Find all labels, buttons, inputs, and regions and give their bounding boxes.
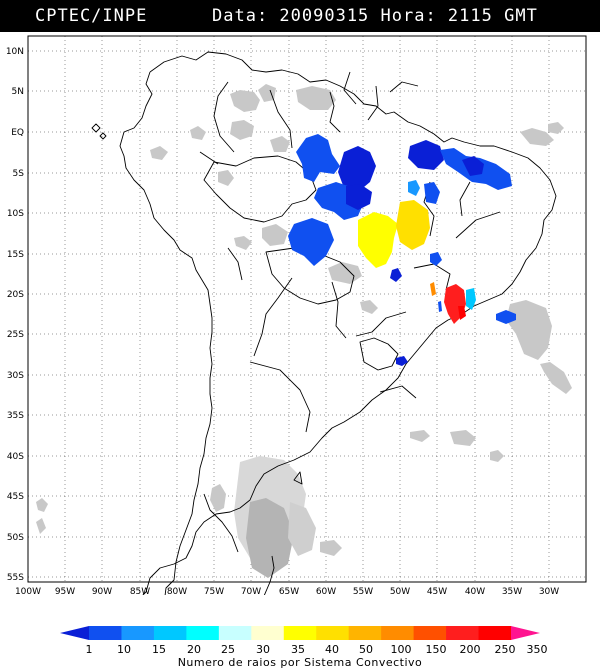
- lon-label: 50W: [390, 587, 410, 595]
- longitude-labels: 100W 95W 90W 85W 80W 75W 70W 65W 60W 55W…: [15, 587, 559, 595]
- system-darkblue-north: [338, 146, 376, 192]
- system-yellow-main: [358, 212, 398, 268]
- legend-tick: 350: [527, 643, 548, 656]
- legend-tick: 20: [187, 643, 201, 656]
- lon-label: 85W: [130, 587, 150, 595]
- legend-tick: 150: [426, 643, 447, 656]
- legend-tick: 50: [359, 643, 373, 656]
- system-blue-small2: [438, 301, 442, 312]
- legend-tick: 100: [391, 643, 412, 656]
- legend-swatch: [153, 626, 187, 640]
- lon-label: 35W: [502, 587, 522, 595]
- legend-ticks: 1 10 15 20 25 30 35 40 50 100 150 200 25…: [86, 643, 548, 656]
- system-blue-north: [296, 134, 340, 182]
- lat-label: 5S: [13, 169, 25, 179]
- legend-swatch: [283, 626, 317, 640]
- lat-label: 15S: [7, 250, 24, 260]
- lat-label: 5N: [12, 87, 24, 97]
- system-yellow-east: [396, 200, 430, 250]
- legend-caption: Numero de raios por Sistema Convectivo: [177, 656, 423, 669]
- legend-swatch: [348, 626, 382, 640]
- legend-swatch: [413, 626, 447, 640]
- lightning-map: 10N 5N EQ 5S 10S 15S 20S 25S 30S 35S 40S…: [6, 35, 587, 595]
- system-darkblue-ne3: [462, 156, 484, 176]
- system-blue-ne5: [408, 180, 420, 196]
- legend-swatch: [60, 626, 89, 640]
- legend-swatch: [511, 626, 540, 640]
- lon-label: 80W: [167, 587, 187, 595]
- lon-label: 45W: [427, 587, 447, 595]
- datetime-label: Data: 20090315 Hora: 2115 GMT: [212, 6, 538, 26]
- legend-swatch: [89, 626, 122, 640]
- legend-tick: 25: [221, 643, 235, 656]
- legend-tick: 40: [325, 643, 339, 656]
- lat-label: 10N: [6, 47, 24, 57]
- legend-tick: 30: [256, 643, 270, 656]
- system-red2: [458, 306, 466, 320]
- lon-label: 90W: [92, 587, 112, 595]
- legend-tick: 35: [291, 643, 305, 656]
- lon-label: 100W: [15, 587, 41, 595]
- legend-swatch: [251, 626, 285, 640]
- legend-tick: 250: [495, 643, 516, 656]
- system-darkblue-ne1: [408, 140, 444, 170]
- lat-label: 50S: [7, 533, 24, 543]
- color-legend: 1 10 15 20 25 30 35 40 50 100 150 200 25…: [60, 626, 548, 656]
- lon-label: 65W: [279, 587, 299, 595]
- cloud-cover: [36, 84, 572, 578]
- map-frame: [27, 35, 587, 583]
- legend-tick: 200: [460, 643, 481, 656]
- lon-label: 70W: [241, 587, 261, 595]
- system-blue-offshore: [496, 310, 516, 324]
- lon-label: 40W: [465, 587, 485, 595]
- system-orange: [430, 282, 436, 296]
- legend-swatch: [316, 626, 350, 640]
- lat-label: 45S: [7, 492, 24, 502]
- continent-boundaries: [91, 51, 557, 595]
- system-darkblue-mid: [346, 184, 372, 210]
- lon-label: 60W: [316, 587, 336, 595]
- legend-tick: 15: [152, 643, 166, 656]
- legend-swatch: [121, 626, 155, 640]
- legend-swatches: [60, 626, 540, 640]
- legend-swatch: [446, 626, 480, 640]
- legend-swatch: [478, 626, 512, 640]
- lat-label: 35S: [7, 411, 24, 421]
- convective-systems: [288, 134, 516, 366]
- legend-swatch: [381, 626, 415, 640]
- lat-label: 10S: [7, 209, 24, 219]
- system-darkblue-small: [390, 268, 402, 282]
- legend-swatch: [218, 626, 252, 640]
- legend-tick: 10: [117, 643, 131, 656]
- system-darkblue-south: [396, 356, 408, 366]
- lat-label: 25S: [7, 330, 24, 340]
- source-label: CPTEC/INPE: [35, 6, 148, 26]
- system-blue-sw: [288, 218, 334, 266]
- lat-label: 55S: [7, 573, 24, 583]
- latitude-labels: 10N 5N EQ 5S 10S 15S 20S 25S 30S 35S 40S…: [6, 47, 24, 583]
- system-cyan: [466, 288, 476, 310]
- system-blue-ne4: [424, 182, 440, 204]
- lon-label: 95W: [55, 587, 75, 595]
- lat-label: EQ: [11, 128, 24, 138]
- legend-tick: 1: [86, 643, 93, 656]
- system-blue-east: [430, 252, 442, 266]
- title-bar: CPTEC/INPE Data: 20090315 Hora: 2115 GMT: [0, 0, 600, 32]
- lat-label: 40S: [7, 452, 24, 462]
- lon-label: 30W: [539, 587, 559, 595]
- lon-label: 75W: [204, 587, 224, 595]
- lat-label: 20S: [7, 290, 24, 300]
- lon-label: 55W: [353, 587, 373, 595]
- lat-label: 30S: [7, 371, 24, 381]
- legend-swatch: [186, 626, 220, 640]
